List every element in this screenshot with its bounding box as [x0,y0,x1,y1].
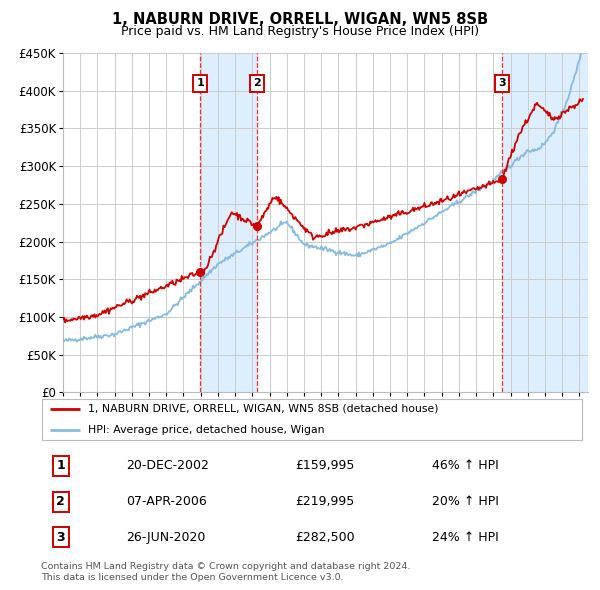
Bar [200,53,257,392]
Text: £219,995: £219,995 [296,495,355,508]
Text: 46% ↑ HPI: 46% ↑ HPI [432,459,499,472]
FancyBboxPatch shape [42,399,582,440]
Text: 20% ↑ HPI: 20% ↑ HPI [432,495,499,508]
Text: 24% ↑ HPI: 24% ↑ HPI [432,531,499,544]
Text: £159,995: £159,995 [296,459,355,472]
Text: 07-APR-2006: 07-APR-2006 [127,495,207,508]
Text: This data is licensed under the Open Government Licence v3.0.: This data is licensed under the Open Gov… [41,573,343,582]
Text: 1, NABURN DRIVE, ORRELL, WIGAN, WN5 8SB (detached house): 1, NABURN DRIVE, ORRELL, WIGAN, WN5 8SB … [88,404,439,414]
Text: Contains HM Land Registry data © Crown copyright and database right 2024.: Contains HM Land Registry data © Crown c… [41,562,410,571]
Text: HPI: Average price, detached house, Wigan: HPI: Average price, detached house, Wiga… [88,425,325,435]
Text: £282,500: £282,500 [296,531,355,544]
Text: 1, NABURN DRIVE, ORRELL, WIGAN, WN5 8SB: 1, NABURN DRIVE, ORRELL, WIGAN, WN5 8SB [112,12,488,27]
Text: 3: 3 [498,78,506,88]
Text: 2: 2 [253,78,261,88]
Text: 1: 1 [56,459,65,472]
Text: 26-JUN-2020: 26-JUN-2020 [127,531,206,544]
Bar [502,53,588,392]
Text: 20-DEC-2002: 20-DEC-2002 [127,459,209,472]
Text: 2: 2 [56,495,65,508]
Text: 1: 1 [196,78,204,88]
Text: 3: 3 [56,531,65,544]
Text: Price paid vs. HM Land Registry's House Price Index (HPI): Price paid vs. HM Land Registry's House … [121,25,479,38]
